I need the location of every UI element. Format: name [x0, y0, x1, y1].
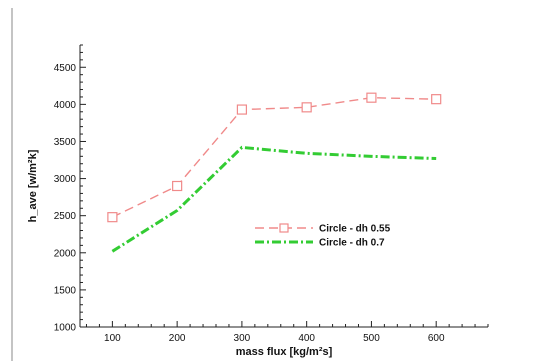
x-tick-label: 500 [363, 333, 380, 344]
x-tick-label: 300 [234, 333, 251, 344]
legend: Circle - dh 0.55 Circle - dh 0.7 [255, 223, 391, 249]
data-point [301, 102, 312, 113]
y-tick-label: 2000 [54, 248, 77, 259]
legend-label: Circle - dh 0.55 [319, 224, 391, 235]
data-point [236, 104, 248, 115]
y-tick-label: 4500 [54, 63, 77, 74]
data-point [431, 94, 442, 105]
series-line-1 [112, 96, 437, 218]
data-point [366, 92, 377, 103]
series-line-2 [111, 145, 437, 253]
data-point [172, 180, 183, 192]
y-tick-label: 4000 [54, 100, 77, 111]
y-tick-label: 1000 [54, 323, 77, 334]
x-tick-label: 600 [428, 333, 445, 344]
axes: 1000 1500 2000 2500 3000 3500 4000 4500 100 200 30… [54, 44, 489, 344]
y-tick-label: 3000 [54, 174, 77, 185]
data-point [107, 212, 118, 223]
y-tick-label: 2500 [54, 211, 77, 222]
x-tick-label: 200 [169, 333, 186, 344]
y-tick-label: 3500 [54, 137, 77, 148]
x-tick-label: 400 [298, 333, 315, 344]
y-axis-title: h_ave [w/m²k] [27, 149, 39, 222]
legend-label: Circle - dh 0.7 [319, 238, 385, 249]
y-tick-label: 1500 [54, 285, 77, 296]
legend-marker [279, 223, 289, 233]
x-tick-label: 100 [104, 333, 121, 344]
series-layer [107, 92, 442, 253]
x-axis-title: mass flux [kg/m²s] [236, 346, 333, 358]
